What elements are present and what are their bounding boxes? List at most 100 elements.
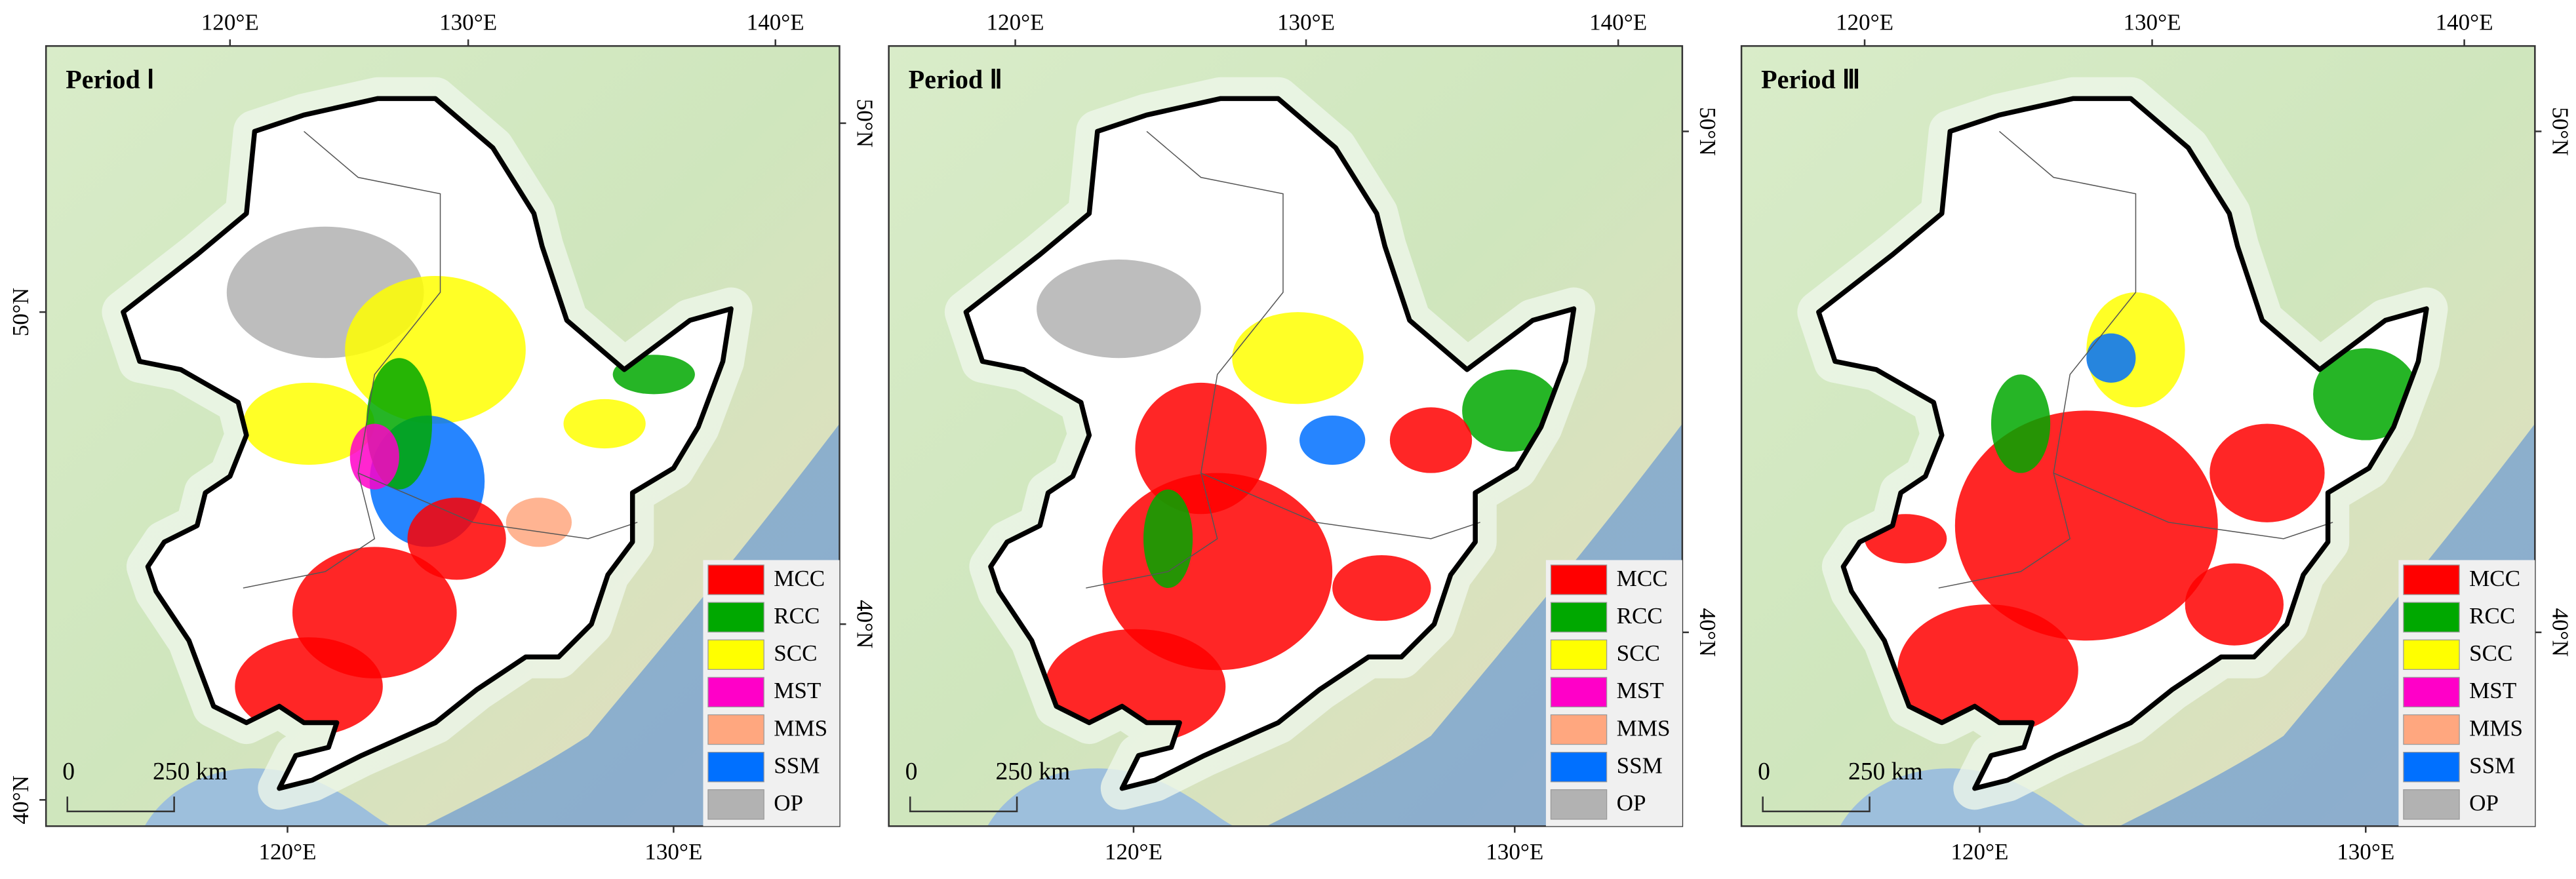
top-tick-label: 120°E: [987, 10, 1044, 35]
legend-label: MST: [774, 678, 821, 703]
legend-label: OP: [774, 791, 803, 816]
legend-swatch: [2403, 752, 2460, 783]
right-tick-label: 40°N: [2547, 608, 2573, 656]
land-use-patch: [1897, 604, 2078, 736]
map-panel: Period Ⅰ 120°E 130°E 140°E 120°E 130°E 50°N 40°…: [8, 10, 877, 865]
bottom-tick-label: 130°E: [644, 839, 702, 865]
legend-label: MCC: [2469, 566, 2520, 591]
region-outline: [1816, 96, 2429, 791]
legend-swatch: [1550, 602, 1608, 633]
legend-swatch: [707, 639, 764, 670]
scale-end: 250 km: [995, 758, 1070, 785]
land-use-patch: [563, 399, 646, 449]
region-outline: [121, 96, 734, 791]
legend-swatch: [1550, 752, 1608, 783]
legend-swatch: [707, 714, 764, 745]
legend-swatch: [2403, 564, 2460, 595]
frame: [45, 45, 841, 827]
top-tick-label: 140°E: [747, 10, 804, 35]
legend-label: RCC: [2469, 603, 2515, 629]
map-panel: Period Ⅱ 120°E 130°E 140°E 120°E 130°E 50°N 40°…: [888, 10, 1720, 865]
top-tick-label: 120°E: [1836, 10, 1893, 35]
legend-label: SCC: [774, 640, 817, 666]
legend-label: MST: [2469, 678, 2516, 703]
top-tick-label: 140°E: [1589, 10, 1647, 35]
province-border: [1086, 130, 1284, 589]
land-use-patch: [2185, 563, 2284, 646]
bottom-tick-label: 130°E: [2337, 839, 2394, 865]
legend-label: MCC: [774, 566, 825, 591]
right-tick-label: 50°N: [852, 99, 877, 147]
land-use-patch: [349, 423, 399, 490]
panel-title: Period Ⅲ: [1761, 64, 1860, 94]
panel-title: Period Ⅰ: [66, 64, 154, 94]
right-tick-label: 40°N: [1695, 608, 1720, 656]
scale-end: 250 km: [1848, 758, 1923, 785]
right-tick-label: 50°N: [2547, 107, 2573, 155]
region-outline: [963, 96, 1577, 791]
legend-swatch: [707, 602, 764, 633]
province-border: [1200, 472, 1480, 539]
province-border: [1938, 130, 2137, 589]
bottom-tick-label: 120°E: [258, 839, 316, 865]
land-use-patch: [2086, 333, 2136, 383]
land-use: [1865, 292, 2419, 736]
legend-label: SSM: [1617, 752, 1663, 778]
legend-label: SSM: [2469, 752, 2515, 778]
legend-swatch: [2403, 789, 2460, 820]
left-tick-label: 40°N: [8, 775, 33, 824]
legend: MCC RCC SCC MST MMS SSM OP: [1545, 560, 1682, 827]
legend-swatch: [1550, 714, 1608, 745]
legend-label: MMS: [774, 715, 827, 741]
legend-swatch: [1550, 564, 1608, 595]
scale-end: 250 km: [153, 758, 228, 785]
land-use-patch: [1143, 489, 1193, 589]
scale-bar: [66, 796, 175, 813]
legend-label: SCC: [2469, 640, 2512, 666]
right-tick-label: 50°N: [1695, 107, 1720, 155]
legend: MCC RCC SCC MST MMS SSM OP: [2398, 560, 2535, 827]
top-tick-label: 120°E: [201, 10, 259, 35]
legend-swatch: [1550, 639, 1608, 670]
legend-swatch: [2403, 639, 2460, 670]
top-tick-label: 130°E: [439, 10, 497, 35]
legend-label: MST: [1617, 678, 1664, 703]
legend-swatch: [707, 564, 764, 595]
legend-swatch: [1550, 789, 1608, 820]
land-use-patch: [505, 498, 572, 547]
bottom-tick-label: 120°E: [1105, 839, 1162, 865]
land-use-patch: [1299, 415, 1366, 465]
legend-label: OP: [2469, 791, 2499, 816]
scale-start: 0: [62, 758, 75, 785]
land-use-patch: [243, 382, 375, 465]
land-use-patch: [1037, 259, 1201, 359]
frame: [888, 45, 1684, 827]
land-use: [1037, 259, 1561, 745]
legend-label: MMS: [1617, 715, 1671, 741]
legend-swatch: [2403, 676, 2460, 708]
land-use-patch: [1991, 374, 2051, 473]
land-use-patch: [2209, 423, 2325, 522]
legend-label: MCC: [1617, 566, 1668, 591]
panel-title: Period Ⅱ: [909, 64, 1002, 94]
legend-swatch: [2403, 714, 2460, 745]
province-border: [357, 472, 638, 539]
land-use-patch: [1389, 407, 1473, 473]
land-use-patch: [1044, 629, 1226, 745]
province-border: [243, 130, 441, 589]
legend-swatch: [2403, 602, 2460, 633]
map-panel: Period Ⅲ 120°E 130°E 140°E 120°E 130°E 50°N 40°…: [1740, 10, 2573, 865]
scale-start: 0: [1758, 758, 1770, 785]
land-use-patch: [1332, 555, 1431, 621]
land-use-patch: [1232, 312, 1364, 404]
top-tick-label: 130°E: [1277, 10, 1335, 35]
legend-swatch: [707, 752, 764, 783]
bottom-tick-label: 130°E: [1486, 839, 1543, 865]
legend-label: RCC: [774, 603, 820, 629]
scale-bar: [909, 796, 1018, 813]
bottom-tick-label: 120°E: [1951, 839, 2008, 865]
top-tick-label: 140°E: [2436, 10, 2493, 35]
left-tick-label: 50°N: [8, 288, 33, 336]
legend-swatch: [707, 789, 764, 820]
